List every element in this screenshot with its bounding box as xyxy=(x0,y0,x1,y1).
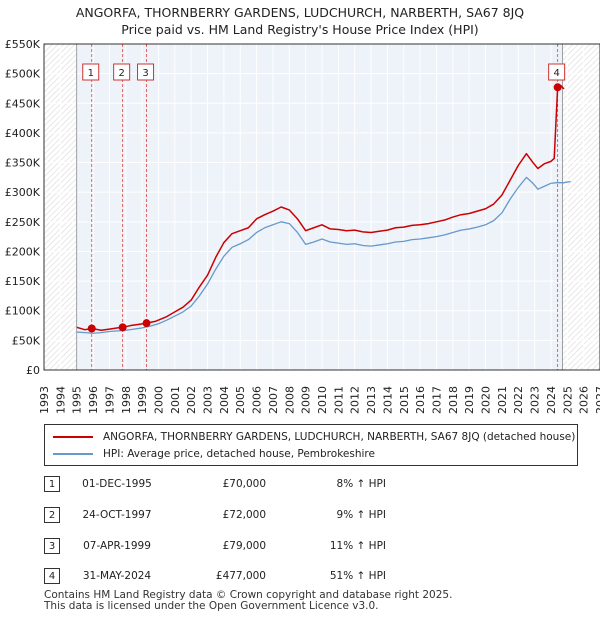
x-tick-label: 2026 xyxy=(578,386,591,414)
legend-swatch-hpi xyxy=(53,453,93,455)
legend-item-property: ANGORFA, THORNBERRY GARDENS, LUDCHURCH, … xyxy=(53,429,575,445)
sale-label-box xyxy=(113,63,131,81)
sale-label-number: 1 xyxy=(88,68,94,79)
y-tick-label: £350K xyxy=(5,157,41,170)
x-tick-label: 2001 xyxy=(169,386,182,414)
sale-point xyxy=(118,323,127,332)
sale-label-number: 4 xyxy=(553,68,559,79)
x-tick-label: 2025 xyxy=(561,386,574,414)
sale-date: 24-OCT-1997 xyxy=(82,509,152,521)
y-tick-label: £200K xyxy=(5,245,41,258)
sale-number-badge: 2 xyxy=(44,507,60,523)
sale-date: 01-DEC-1995 xyxy=(82,478,152,490)
sale-price: £72,000 xyxy=(222,509,266,521)
x-tick-label: 2009 xyxy=(300,386,313,414)
footer-license: This data is licensed under the Open Gov… xyxy=(44,600,379,612)
series-line-property xyxy=(76,84,565,332)
x-tick-label: 2019 xyxy=(463,386,476,414)
sale-price: £70,000 xyxy=(222,478,266,490)
y-tick-label: £500K xyxy=(5,68,41,81)
sale-label-box xyxy=(548,63,566,81)
sale-price: £79,000 xyxy=(222,540,266,552)
y-tick-label: £0 xyxy=(26,364,40,377)
sale-number-badge: 3 xyxy=(44,538,60,554)
x-tick-label: 2020 xyxy=(480,386,493,414)
sale-hpi-change: 11% ↑ HPI xyxy=(329,540,386,552)
legend: ANGORFA, THORNBERRY GARDENS, LUDCHURCH, … xyxy=(44,424,578,466)
x-tick-label: 2016 xyxy=(414,386,427,414)
sale-label-number: 2 xyxy=(118,68,124,79)
footer: Contains HM Land Registry data © Crown c… xyxy=(44,590,452,612)
x-tick-label: 1994 xyxy=(54,386,67,414)
sale-number-badge: 4 xyxy=(44,568,60,584)
x-tick-label: 2022 xyxy=(512,386,525,414)
sale-label-box xyxy=(137,63,155,81)
x-tick-label: 2021 xyxy=(496,386,509,414)
chart-title: ANGORFA, THORNBERRY GARDENS, LUDCHURCH, … xyxy=(0,4,600,38)
legend-label-hpi: HPI: Average price, detached house, Pemb… xyxy=(103,448,375,460)
x-tick-label: 2000 xyxy=(152,386,165,414)
legend-label-property: ANGORFA, THORNBERRY GARDENS, LUDCHURCH, … xyxy=(103,431,576,443)
legend-item-hpi: HPI: Average price, detached house, Pemb… xyxy=(53,446,375,462)
sale-row: 1 01-DEC-1995 £70,000 8% ↑ HPI xyxy=(44,476,464,494)
x-tick-label: 2027 xyxy=(594,386,600,414)
x-tick-label: 2014 xyxy=(381,386,394,414)
sale-hpi-change: 8% ↑ HPI xyxy=(336,478,386,490)
x-tick-label: 2004 xyxy=(218,386,231,414)
sale-date: 07-APR-1999 xyxy=(83,540,151,552)
x-tick-label: 2010 xyxy=(316,386,329,414)
x-tick-label: 2023 xyxy=(529,386,542,414)
x-tick-label: 2018 xyxy=(447,386,460,414)
x-tick-label: 2011 xyxy=(332,386,345,414)
y-tick-label: £250K xyxy=(5,216,41,229)
x-tick-label: 2012 xyxy=(349,386,362,414)
x-tick-label: 2024 xyxy=(545,386,558,414)
y-tick-label: £150K xyxy=(5,275,41,288)
sale-number-badge: 1 xyxy=(44,476,60,492)
sale-row: 3 07-APR-1999 £79,000 11% ↑ HPI xyxy=(44,538,464,556)
sale-point xyxy=(142,319,151,328)
sale-hpi-change: 51% ↑ HPI xyxy=(329,570,386,582)
x-tick-label: 1998 xyxy=(120,386,133,414)
y-tick-label: £450K xyxy=(5,97,41,110)
chart-title-line2: Price paid vs. HM Land Registry's House … xyxy=(121,22,479,37)
sale-hpi-change: 9% ↑ HPI xyxy=(336,509,386,521)
x-tick-label: 1993 xyxy=(38,386,51,414)
plot-frame xyxy=(43,43,600,371)
x-tick-label: 2006 xyxy=(251,386,264,414)
price-chart: 1 2 3 4 £0 £50K £100K £150K £200K £250K £300K £350… xyxy=(5,38,600,414)
series-line-hpi xyxy=(76,176,571,334)
x-tick-label: 2008 xyxy=(283,386,296,414)
x-tick-label: 1997 xyxy=(103,386,116,414)
sale-date: 31-MAY-2024 xyxy=(82,570,152,582)
footer-copyright: Contains HM Land Registry data © Crown c… xyxy=(44,589,453,601)
x-tick-label: 2005 xyxy=(234,386,247,414)
sale-point xyxy=(553,83,562,92)
sale-row: 2 24-OCT-1997 £72,000 9% ↑ HPI xyxy=(44,507,464,525)
x-tick-label: 1995 xyxy=(71,386,84,414)
x-tick-label: 1999 xyxy=(136,386,149,414)
x-tick-label: 2017 xyxy=(430,386,443,414)
x-tick-label: 2013 xyxy=(365,386,378,414)
x-tick-label: 2002 xyxy=(185,386,198,414)
y-tick-label: £400K xyxy=(5,127,41,140)
y-tick-label: £550K xyxy=(5,38,41,51)
x-tick-label: 2003 xyxy=(202,386,215,414)
chart-title-line1: ANGORFA, THORNBERRY GARDENS, LUDCHURCH, … xyxy=(75,5,525,20)
sale-label-box xyxy=(82,63,100,81)
sale-label-number: 3 xyxy=(142,68,148,79)
y-tick-label: £100K xyxy=(5,305,41,318)
y-tick-label: £300K xyxy=(5,186,41,199)
hatched-region xyxy=(562,44,600,370)
sale-point xyxy=(87,324,96,333)
x-tick-label: 2015 xyxy=(398,386,411,414)
x-tick-label: 1996 xyxy=(87,386,100,414)
y-tick-label: £50K xyxy=(12,334,41,347)
legend-swatch-property xyxy=(53,436,93,438)
sale-price: £477,000 xyxy=(215,570,266,582)
sale-row: 4 31-MAY-2024 £477,000 51% ↑ HPI xyxy=(44,568,464,586)
x-tick-label: 2007 xyxy=(267,386,280,414)
